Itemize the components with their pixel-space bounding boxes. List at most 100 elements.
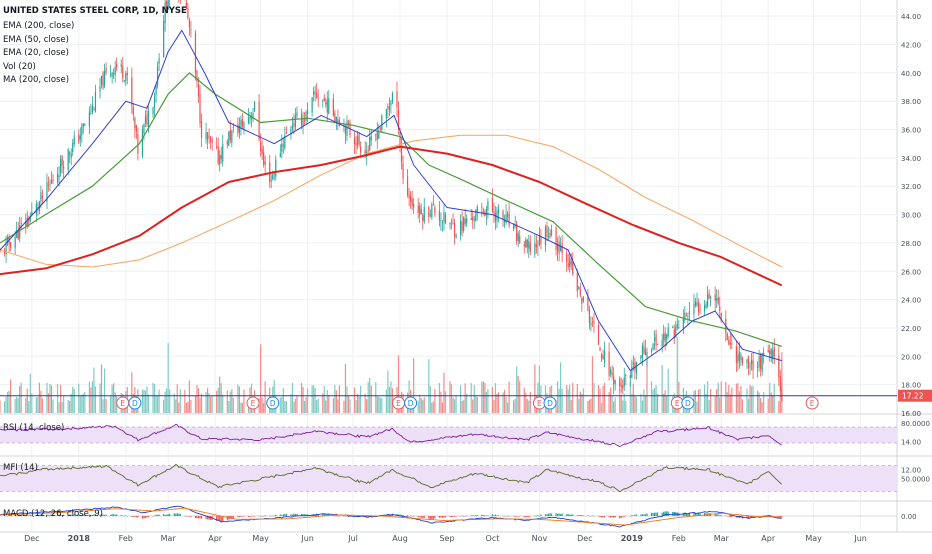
volume-bar [710, 389, 711, 413]
volume-bar [519, 381, 520, 413]
candle-body [651, 350, 652, 352]
candle-body [422, 215, 423, 221]
volume-bar [68, 400, 69, 413]
volume-bar [698, 390, 699, 413]
earnings-badge-letter: E [810, 399, 815, 408]
volume-bar [583, 388, 584, 413]
candle-body [208, 136, 209, 137]
volume-bar [657, 394, 658, 413]
macd-histogram-bar [274, 516, 275, 517]
macd-histogram-bar [527, 516, 528, 517]
volume-bar [196, 385, 197, 413]
candle-body [113, 73, 114, 74]
candle-body [0, 251, 1, 252]
volume-bar [365, 394, 366, 413]
volume-bar [699, 389, 700, 413]
y-tick-label: 32.00 [901, 183, 921, 191]
macd-histogram-bar [155, 515, 156, 516]
macd-histogram-bar [272, 516, 273, 517]
candle-body [378, 131, 379, 139]
volume-bar [418, 401, 419, 413]
macd-histogram-bar [460, 516, 461, 517]
volume-bar [619, 389, 620, 413]
candle-body [451, 221, 452, 222]
macd-histogram-bar [252, 516, 253, 517]
volume-bar [186, 403, 187, 413]
volume-bar [25, 398, 26, 413]
macd-histogram-bar [727, 516, 728, 517]
volume-bar [780, 395, 781, 413]
volume-bar [445, 391, 446, 413]
macd-tick-label: 0.00 [901, 513, 917, 521]
volume-bar [749, 385, 750, 413]
candle-body [254, 102, 255, 110]
macd-histogram-bar [498, 515, 499, 516]
macd-histogram-bar [239, 516, 240, 517]
candle-body [305, 112, 306, 120]
macd-histogram-bar [166, 515, 167, 516]
macd-histogram-bar [581, 515, 582, 516]
candle-body [389, 106, 390, 110]
macd-histogram-bar [592, 516, 593, 517]
macd-histogram-bar [463, 516, 464, 517]
macd-histogram-bar [666, 511, 667, 516]
macd-histogram-bar [280, 515, 281, 516]
volume-bar [621, 395, 622, 413]
candle-body [740, 355, 741, 360]
candle-body [613, 376, 614, 384]
candle-body [665, 332, 666, 342]
volume-bar [431, 403, 432, 413]
volume-bar [492, 387, 493, 413]
macd-histogram-bar [483, 515, 484, 516]
candle-body [81, 125, 82, 135]
volume-bar [751, 386, 752, 413]
candle-body [534, 243, 535, 254]
candle-body [327, 99, 328, 112]
volume-bar [307, 388, 308, 413]
candle-body [509, 212, 510, 226]
candle-body [731, 344, 732, 345]
volume-bar [60, 385, 61, 413]
macd-histogram-bar [643, 514, 644, 516]
volume-bar [742, 399, 743, 413]
candle-body [152, 107, 153, 114]
candle-body [781, 389, 782, 400]
volume-bar [336, 390, 337, 413]
macd-histogram-bar [134, 516, 135, 517]
x-tick-label: 2019 [621, 534, 644, 543]
macd-histogram-bar [177, 513, 178, 516]
macd-histogram-bar [516, 516, 517, 517]
volume-bar [439, 383, 440, 413]
macd-histogram-bar [493, 515, 494, 516]
macd-histogram-bar [339, 516, 340, 517]
macd-histogram-bar [180, 514, 181, 516]
candle-body [546, 226, 547, 237]
macd-histogram-bar [175, 514, 176, 516]
macd-histogram-bar [471, 515, 472, 516]
volume-bar [768, 399, 769, 413]
candle-body [296, 112, 297, 116]
volume-bar [105, 399, 106, 413]
macd-histogram-bar [451, 516, 452, 517]
volume-bar [666, 395, 667, 413]
volume-bar [354, 387, 355, 413]
volume-bar [168, 343, 169, 413]
candle-body [110, 74, 111, 75]
volume-bar [301, 383, 302, 413]
candle-body [686, 316, 687, 317]
candle-body [348, 123, 349, 124]
candle-body [505, 214, 506, 223]
candle-body [752, 361, 753, 371]
candle-body [369, 137, 370, 150]
candle-body [158, 58, 159, 64]
candle-body [101, 76, 102, 85]
candle-body [84, 124, 85, 125]
macd-histogram-bar [730, 516, 731, 517]
candle-body [672, 327, 673, 328]
candle-body [42, 195, 43, 198]
volume-bar [748, 399, 749, 413]
macd-histogram-bar [630, 516, 631, 517]
macd-histogram-bar [719, 515, 720, 516]
macd-histogram-bar [475, 515, 476, 516]
candle-body [21, 223, 22, 224]
